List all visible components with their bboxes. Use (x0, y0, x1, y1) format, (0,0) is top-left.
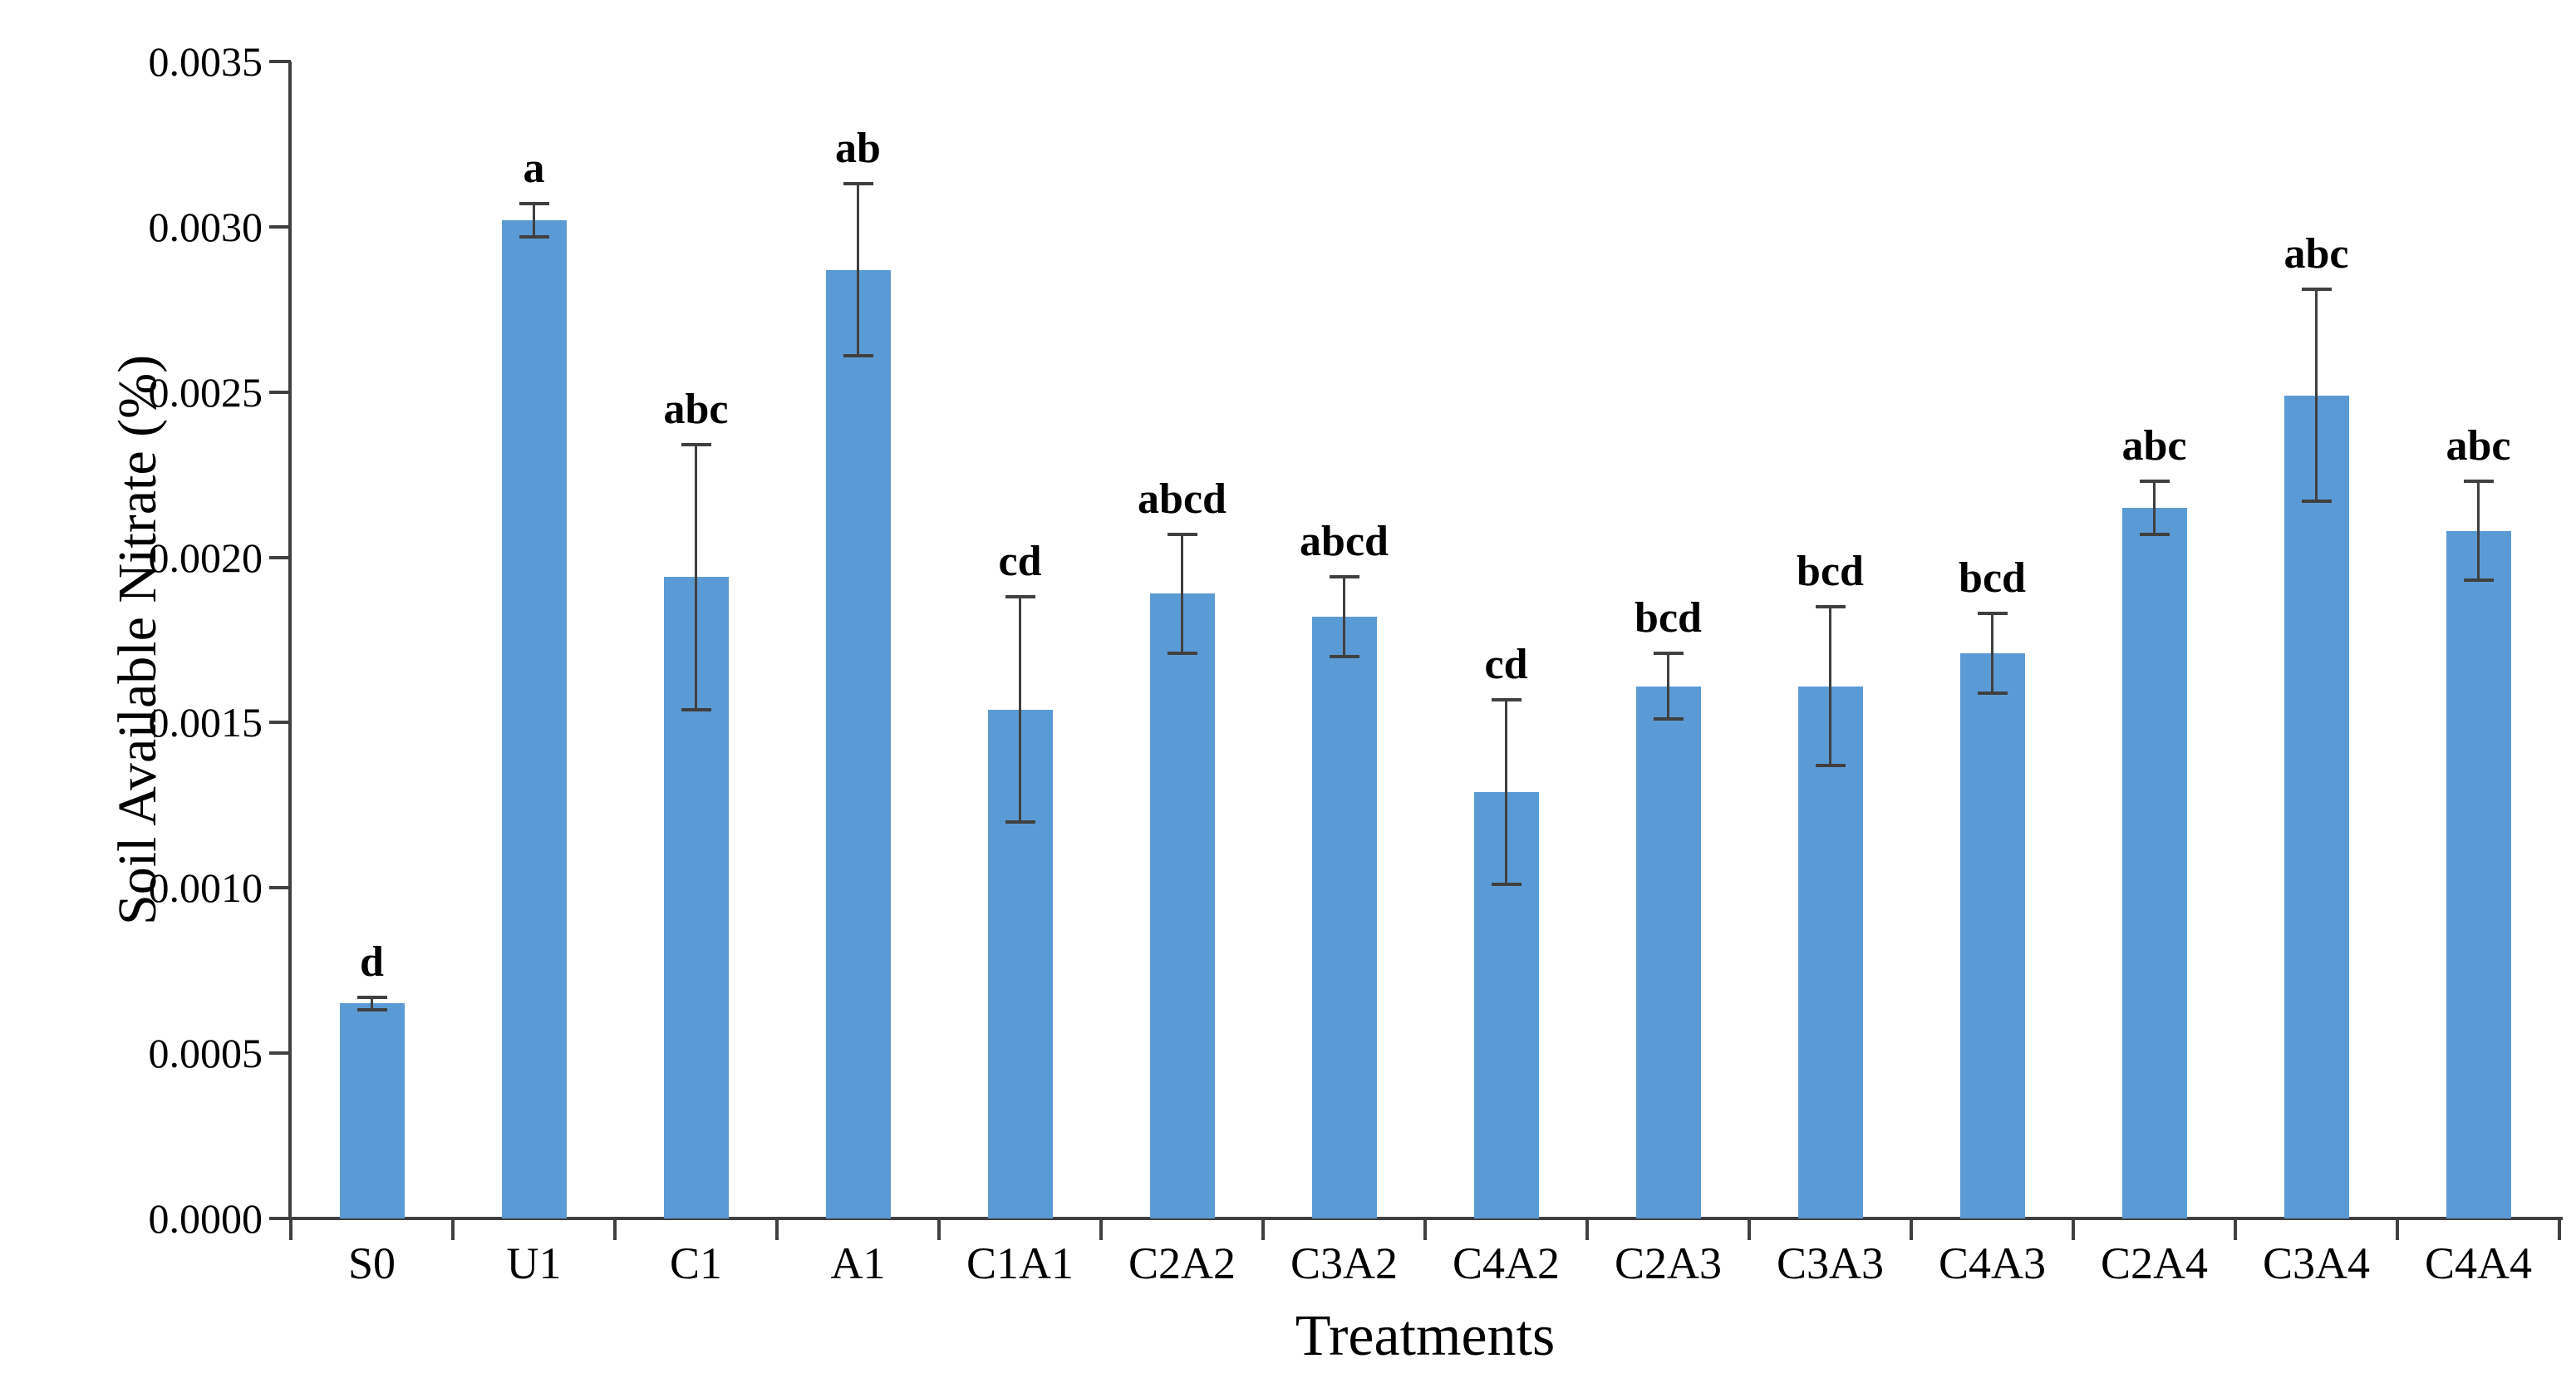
y-tick-label: 0.0015 (148, 699, 263, 746)
x-tick (613, 1218, 617, 1240)
x-tick-label: U1 (506, 1238, 562, 1288)
y-axis-line (288, 62, 292, 1220)
y-tick-label: 0.0025 (148, 368, 263, 416)
x-tick (1261, 1218, 1265, 1240)
x-tick (1748, 1218, 1751, 1240)
y-tick-label: 0.0035 (148, 38, 263, 85)
x-tick-label: C3A3 (1776, 1238, 1884, 1288)
x-tick-label: S0 (347, 1238, 396, 1288)
significance-letter: cd (998, 538, 1042, 586)
x-tick (289, 1218, 293, 1240)
x-tick-label: C2A2 (1128, 1238, 1236, 1288)
significance-letter: abc (2121, 422, 2187, 470)
y-tick-label: 0.0030 (148, 203, 263, 250)
bar (2121, 507, 2187, 1218)
significance-letter: ab (835, 125, 881, 173)
significance-letter: bcd (1635, 593, 1702, 642)
y-tick (269, 886, 291, 890)
x-tick (1423, 1218, 1427, 1240)
bar (1149, 593, 1215, 1218)
y-tick-label: 0.0020 (148, 534, 263, 581)
x-tick-label: C3A4 (2262, 1238, 2370, 1288)
significance-letter: abcd (1138, 475, 1227, 523)
x-tick-label: C1 (669, 1238, 723, 1288)
y-tick (269, 721, 291, 725)
significance-letter: abc (2446, 422, 2511, 470)
x-tick (2234, 1218, 2237, 1240)
bar (1311, 617, 1377, 1218)
x-tick (2558, 1218, 2561, 1240)
x-tick-label: C3A2 (1290, 1238, 1398, 1288)
significance-letter: bcd (1959, 554, 2026, 603)
x-tick (1910, 1218, 1913, 1240)
x-tick-label: C1A1 (966, 1238, 1074, 1288)
x-tick-label: C4A2 (1452, 1238, 1560, 1288)
x-axis-title: Treatments (1295, 1304, 1556, 1368)
bar (1959, 652, 2025, 1218)
significance-letter: d (360, 938, 384, 986)
bar (1797, 686, 1863, 1218)
significance-letter: abcd (1300, 518, 1389, 566)
x-tick-label: C2A4 (2100, 1238, 2208, 1288)
y-tick (269, 1217, 291, 1220)
significance-letter: a (523, 145, 545, 193)
x-tick (2072, 1218, 2075, 1240)
x-tick-label: A1 (830, 1238, 886, 1288)
x-tick (1585, 1218, 1589, 1240)
x-tick-label: C4A4 (2424, 1238, 2532, 1288)
y-tick (269, 390, 291, 394)
significance-letter: abc (2283, 230, 2349, 278)
bar (339, 1003, 405, 1218)
x-tick (937, 1218, 941, 1240)
bar (501, 219, 567, 1218)
y-tick (269, 1051, 291, 1056)
bar (2446, 530, 2511, 1218)
y-tick (269, 555, 291, 559)
x-tick (775, 1218, 779, 1240)
y-tick-label: 0.0010 (148, 864, 263, 912)
x-tick (2396, 1218, 2399, 1240)
significance-letter: bcd (1797, 548, 1864, 596)
y-tick-label: 0.0005 (148, 1030, 263, 1077)
bar (825, 269, 891, 1218)
bar (2283, 395, 2349, 1218)
x-tick-label: C4A3 (1938, 1238, 2046, 1288)
y-tick-label: 0.0000 (148, 1195, 263, 1242)
x-tick-label: C2A3 (1614, 1238, 1722, 1288)
bar (1635, 686, 1701, 1218)
significance-letter: cd (1484, 640, 1528, 688)
x-tick (1099, 1218, 1103, 1240)
y-tick (269, 60, 291, 63)
y-tick (269, 224, 291, 229)
x-tick (451, 1218, 455, 1240)
significance-letter: abc (663, 386, 729, 434)
